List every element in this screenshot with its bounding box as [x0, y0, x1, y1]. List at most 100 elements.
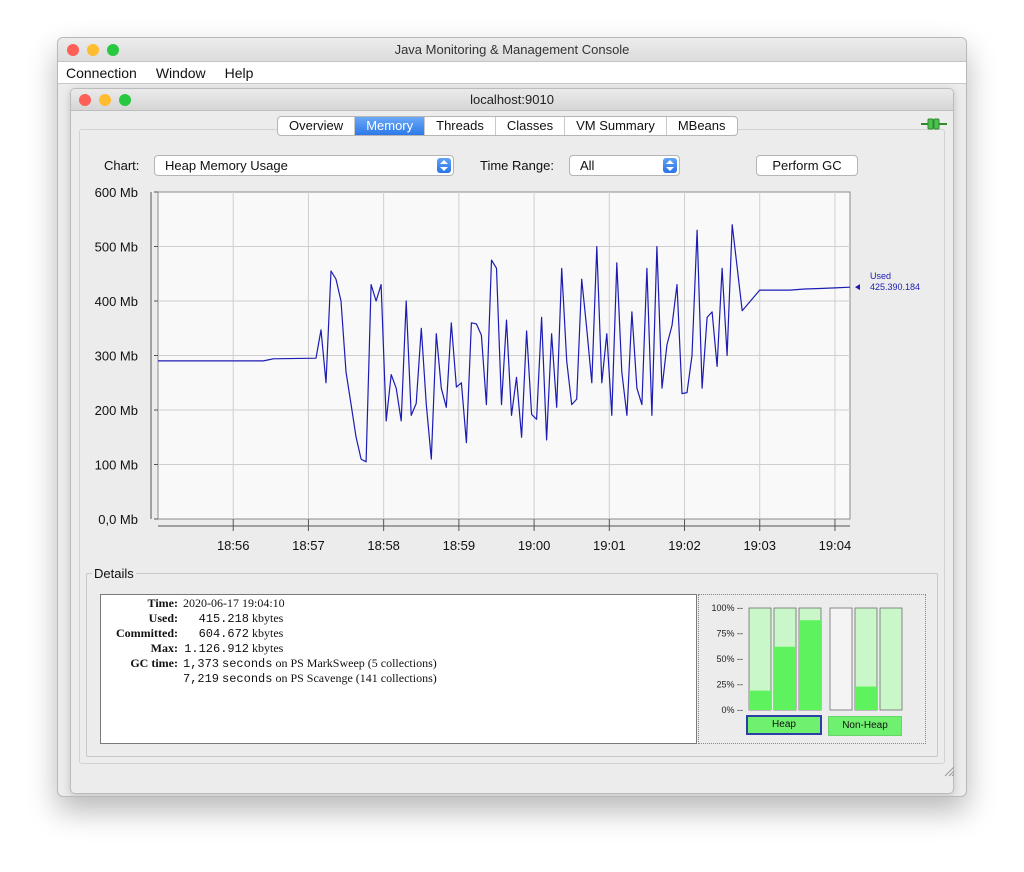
legend-value: 425.390.184: [870, 282, 920, 292]
close-button[interactable]: [67, 44, 79, 56]
tab-bar: Overview Memory Threads Classes VM Summa…: [277, 116, 738, 136]
y-tick-label: 200 Mb: [95, 403, 138, 418]
detail-used-number: 415.218: [198, 612, 249, 626]
x-tick-label: 19:02: [668, 538, 701, 553]
non-heap-pool-bar-fill: [855, 686, 877, 710]
time-range-value: All: [580, 158, 595, 173]
chevron-up-down-icon: [663, 158, 677, 173]
time-range-select[interactable]: All: [569, 155, 680, 176]
heap-memory-chart: 0,0 Mb 100 Mb 200 Mb 300 Mb 400 Mb 500 Mb 600 …: [95, 185, 920, 553]
detail-committed-unit: kbytes: [252, 626, 284, 640]
window-title-bar: Java Monitoring & Management Console: [58, 38, 966, 62]
legend-name: Used: [870, 271, 891, 281]
y-tick-label: 300 Mb: [95, 349, 138, 364]
connection-status-icon: [921, 118, 947, 130]
detail-row-time: Time: 2020-06-17 19:04:10: [101, 596, 696, 611]
detail-committed-label: Committed:: [116, 626, 178, 640]
inner-minimize-button[interactable]: [99, 94, 111, 106]
detail-gc2-desc: on PS Scavenge (141 collections): [275, 671, 437, 685]
detail-row-gc-2: 7,219 seconds on PS Scavenge (141 collec…: [101, 671, 696, 686]
y-tick-label: 600 Mb: [95, 185, 138, 200]
x-tick-label: 19:03: [743, 538, 776, 553]
y-tick-label: 0,0 Mb: [98, 512, 138, 527]
resize-grip-icon[interactable]: [943, 765, 955, 777]
detail-gc1-seconds: seconds: [222, 657, 273, 671]
pool-tick-label: 100% --: [711, 603, 743, 613]
details-legend: Details: [92, 566, 136, 581]
detail-max-label: Max:: [150, 641, 178, 655]
tab-threads[interactable]: Threads: [425, 117, 496, 135]
perform-gc-button[interactable]: Perform GC: [756, 155, 858, 176]
connection-title-bar: localhost:9010: [71, 89, 953, 111]
detail-gc2-number: 7,219: [183, 672, 220, 686]
detail-time-value: 2020-06-17 19:04:10: [183, 596, 285, 610]
zoom-button[interactable]: [107, 44, 119, 56]
detail-time-label: Time:: [147, 596, 178, 610]
minimize-button[interactable]: [87, 44, 99, 56]
legend-marker-icon: [855, 284, 860, 291]
heap-pool-bar-fill: [749, 690, 771, 710]
detail-row-max: Max: 1.126.912 kbytes: [101, 641, 696, 656]
details-group: [86, 573, 938, 757]
detail-max-unit: kbytes: [252, 641, 284, 655]
detail-row-used: Used: 415.218 kbytes: [101, 611, 696, 626]
window-controls: [67, 44, 119, 56]
non-heap-pool-button[interactable]: Non-Heap: [828, 716, 902, 736]
detail-max-number: 1.126.912: [184, 642, 249, 656]
tab-mbeans[interactable]: MBeans: [677, 118, 726, 133]
used-series-line: [158, 224, 851, 463]
heap-pool-button[interactable]: Heap: [746, 715, 822, 735]
time-range-label: Time Range:: [480, 158, 554, 173]
tab-memory[interactable]: Memory: [355, 117, 426, 135]
x-tick-label: 18:57: [292, 538, 325, 553]
menu-connection[interactable]: Connection: [66, 65, 137, 81]
menu-bar: Connection Window Help: [58, 62, 966, 84]
window-title: Java Monitoring & Management Console: [394, 42, 630, 57]
x-tick-label: 18:59: [443, 538, 476, 553]
detail-gc2-seconds: seconds: [222, 672, 273, 686]
detail-used-label: Used:: [148, 611, 178, 625]
detail-gc-value-1: 1,373 seconds on PS MarkSweep (5 collect…: [183, 656, 437, 672]
detail-committed-value: 604.672 kbytes: [183, 626, 284, 642]
tab-classes[interactable]: Classes: [496, 117, 566, 135]
tab-overview[interactable]: Overview: [278, 117, 356, 135]
inner-close-button[interactable]: [79, 94, 91, 106]
pool-tick-label: 0% --: [721, 705, 743, 715]
inner-zoom-button[interactable]: [119, 94, 131, 106]
detail-max-value: 1.126.912 kbytes: [183, 641, 283, 657]
heap-pool-bar-fill: [774, 646, 796, 710]
y-tick-label: 400 Mb: [95, 294, 138, 309]
non-heap-pool-bar-track: [829, 607, 853, 711]
x-tick-label: 19:01: [593, 538, 626, 553]
detail-gc-label: GC time:: [130, 656, 178, 670]
chart-label: Chart:: [104, 158, 140, 173]
detail-row-gc: GC time: 1,373 seconds on PS MarkSweep (…: [101, 656, 696, 671]
pool-tick-label: 50% --: [716, 654, 743, 664]
heap-pool-bar-fill: [799, 620, 821, 710]
tab-vm-summary[interactable]: VM Summary: [565, 117, 667, 135]
menu-window[interactable]: Window: [155, 65, 206, 81]
chart-select-value: Heap Memory Usage: [165, 158, 288, 173]
chart-select[interactable]: Heap Memory Usage: [154, 155, 454, 176]
details-text-area: Time: 2020-06-17 19:04:10 Used: 415.218 …: [100, 594, 697, 744]
x-tick-label: 18:56: [217, 538, 250, 553]
detail-gc1-desc: on PS MarkSweep (5 collections): [275, 656, 437, 670]
y-tick-label: 500 Mb: [95, 240, 138, 255]
detail-committed-number: 604.672: [198, 627, 249, 641]
pool-tick-label: 75% --: [716, 629, 743, 639]
memory-pool-bars: 100% -- 75% -- 50% -- 25% -- 0% -- Heap Non-…: [698, 594, 926, 744]
pool-tick-label: 25% --: [716, 680, 743, 690]
chevron-up-down-icon: [437, 158, 451, 173]
detail-used-value: 415.218 kbytes: [183, 611, 284, 627]
memory-pool-chart: 100% -- 75% -- 50% -- 25% -- 0% --: [711, 603, 903, 715]
inner-window-controls: [79, 94, 131, 106]
x-tick-label: 18:58: [367, 538, 400, 553]
connection-title: localhost:9010: [470, 92, 554, 107]
non-heap-pool-bar-track: [879, 607, 903, 711]
x-tick-label: 19:04: [819, 538, 852, 553]
detail-used-unit: kbytes: [252, 611, 284, 625]
y-tick-label: 100 Mb: [95, 458, 138, 473]
detail-row-committed: Committed: 604.672 kbytes: [101, 626, 696, 641]
menu-help[interactable]: Help: [224, 65, 254, 81]
detail-gc1-number: 1,373: [183, 657, 220, 671]
